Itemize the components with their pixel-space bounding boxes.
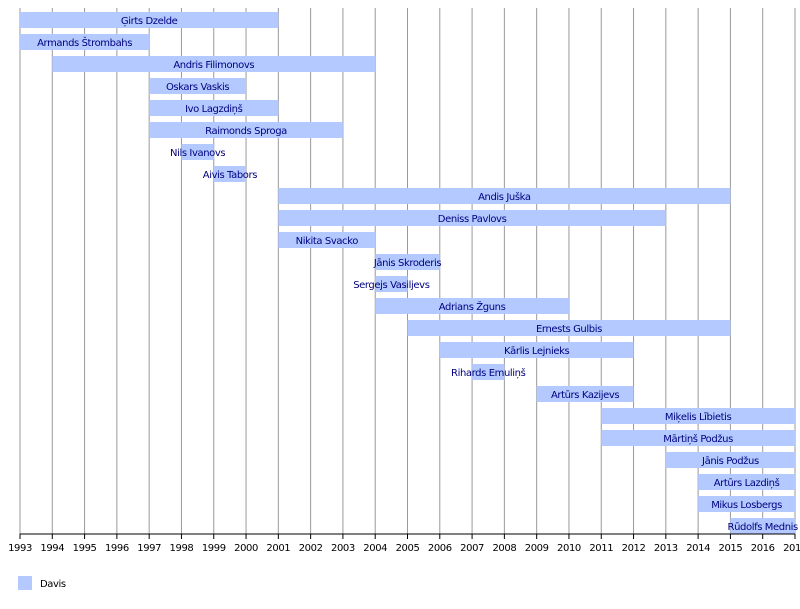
bar-label: Jānis Podžus bbox=[701, 455, 759, 467]
x-tick-label: 1999 bbox=[202, 543, 226, 554]
bar bbox=[149, 122, 343, 138]
bar-label: Mikus Losbergs bbox=[711, 500, 782, 511]
x-tick-label: 2008 bbox=[492, 543, 516, 554]
bar bbox=[698, 496, 795, 512]
bar-label: Oskars Vaskis bbox=[166, 82, 229, 93]
bar bbox=[278, 210, 666, 226]
bar bbox=[375, 298, 569, 314]
x-tick-label: 2013 bbox=[654, 543, 678, 554]
bar bbox=[278, 188, 731, 204]
bar bbox=[439, 342, 634, 358]
bar-label: Ivo Lagzdiņš bbox=[185, 103, 243, 115]
x-tick-label: 2003 bbox=[331, 543, 355, 554]
bar bbox=[698, 474, 795, 490]
bar bbox=[52, 56, 376, 72]
bar bbox=[20, 34, 150, 50]
x-tick-label: 2014 bbox=[686, 543, 710, 554]
x-tick-label: 2007 bbox=[460, 543, 484, 554]
bar bbox=[407, 320, 731, 336]
bar-label: Raimonds Sproga bbox=[205, 126, 287, 137]
x-tick-label: 2000 bbox=[234, 543, 258, 554]
bar-label: Aivis Tabors bbox=[203, 170, 257, 181]
x-tick-label: 2016 bbox=[751, 543, 775, 554]
x-tick-label: 2002 bbox=[299, 543, 323, 554]
bar-label: Armands Štrombahs bbox=[37, 36, 132, 49]
bar bbox=[213, 166, 247, 182]
x-tick-label: 2004 bbox=[363, 543, 387, 554]
bar-label: Andis Juška bbox=[478, 191, 531, 203]
bar bbox=[601, 408, 795, 424]
bar bbox=[149, 100, 279, 116]
x-tick-label: 2009 bbox=[525, 543, 549, 554]
x-tick-label: 1994 bbox=[40, 543, 64, 554]
x-tick-label: 2017 bbox=[783, 543, 800, 554]
x-tick-label: 2005 bbox=[396, 543, 420, 554]
bar bbox=[472, 364, 505, 380]
bar-label: Adrians Žguns bbox=[439, 300, 506, 313]
bar-label: Ernests Gulbis bbox=[536, 324, 602, 335]
bar bbox=[665, 452, 795, 468]
bar-label: Jānis Skroderis bbox=[373, 258, 442, 269]
bar-label: Nikita Svacko bbox=[296, 236, 359, 247]
legend-label: Davis bbox=[40, 579, 66, 590]
bar-label: Mārtiņš Podžus bbox=[663, 433, 733, 445]
x-tick-label: 1996 bbox=[105, 543, 129, 554]
legend-swatch bbox=[18, 576, 32, 590]
bar-label: Artūrs Kazijevs bbox=[551, 390, 619, 401]
bar-label: Kārlis Lejnieks bbox=[504, 346, 570, 357]
x-tick-label: 2001 bbox=[266, 543, 290, 554]
bar-label: Miķelis Lībietis bbox=[665, 412, 732, 423]
x-tick-label: 2011 bbox=[589, 543, 613, 554]
bar-label: Artūrs Lazdiņš bbox=[714, 477, 780, 489]
x-tick-label: 2012 bbox=[622, 543, 646, 554]
bar bbox=[20, 12, 279, 28]
bar bbox=[278, 232, 376, 248]
bar-label: Rūdolfs Mednis bbox=[728, 522, 798, 533]
x-tick-label: 1995 bbox=[73, 543, 97, 554]
bar-label: Nils Ivanovs bbox=[170, 148, 225, 159]
bar bbox=[601, 430, 795, 446]
x-tick-label: 1998 bbox=[170, 543, 194, 554]
x-tick-label: 1997 bbox=[137, 543, 161, 554]
bar bbox=[536, 386, 634, 402]
x-tick-label: 2010 bbox=[557, 543, 581, 554]
bar bbox=[730, 518, 795, 534]
bar bbox=[375, 254, 440, 270]
x-tick-label: 2006 bbox=[428, 543, 452, 554]
bar-label: Deniss Pavlovs bbox=[438, 214, 507, 225]
bar-label: Ģirts Dzelde bbox=[121, 16, 178, 27]
bar bbox=[181, 144, 214, 160]
x-tick-label: 2015 bbox=[718, 543, 742, 554]
bar-label: Rihards Emuliņš bbox=[451, 367, 526, 379]
bar bbox=[149, 78, 247, 94]
bar-label: Andris Filimonovs bbox=[173, 60, 254, 71]
bar bbox=[375, 276, 408, 292]
x-tick-label: 1993 bbox=[8, 543, 32, 554]
bar-label: Sergejs Vasiljevs bbox=[353, 280, 430, 291]
